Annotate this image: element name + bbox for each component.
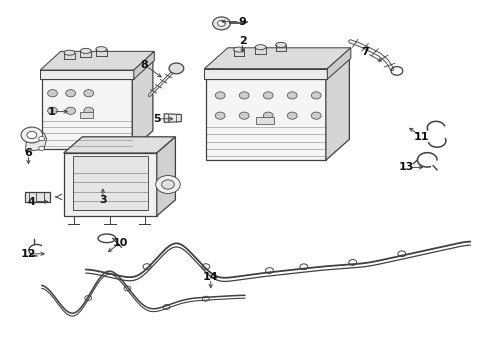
Circle shape: [218, 21, 225, 26]
Circle shape: [263, 92, 273, 99]
Circle shape: [169, 63, 184, 74]
FancyBboxPatch shape: [24, 192, 50, 202]
Text: 5: 5: [153, 114, 161, 124]
Polygon shape: [256, 117, 274, 124]
Polygon shape: [80, 112, 93, 118]
Ellipse shape: [80, 48, 91, 53]
Polygon shape: [326, 58, 349, 160]
Polygon shape: [25, 130, 47, 151]
Polygon shape: [42, 60, 153, 79]
Polygon shape: [157, 137, 175, 216]
Circle shape: [239, 112, 249, 119]
Polygon shape: [206, 79, 326, 160]
Polygon shape: [204, 69, 327, 79]
Text: 1: 1: [48, 107, 55, 117]
Ellipse shape: [234, 47, 245, 52]
Polygon shape: [134, 51, 154, 79]
Text: 13: 13: [399, 162, 415, 172]
Text: 4: 4: [28, 197, 36, 207]
Circle shape: [239, 92, 249, 99]
Polygon shape: [206, 58, 349, 79]
Ellipse shape: [275, 42, 286, 48]
Circle shape: [66, 107, 75, 114]
Circle shape: [84, 107, 94, 114]
Polygon shape: [164, 114, 181, 122]
Circle shape: [213, 17, 230, 30]
Ellipse shape: [255, 45, 266, 50]
Circle shape: [39, 146, 45, 150]
Text: 9: 9: [239, 17, 246, 27]
Text: 6: 6: [24, 148, 32, 158]
Circle shape: [263, 112, 273, 119]
Ellipse shape: [96, 47, 107, 52]
Circle shape: [27, 131, 37, 139]
Circle shape: [48, 107, 57, 114]
Polygon shape: [132, 60, 153, 149]
Polygon shape: [73, 156, 148, 210]
Circle shape: [287, 92, 297, 99]
Circle shape: [311, 112, 321, 119]
Ellipse shape: [64, 50, 75, 55]
Polygon shape: [40, 51, 154, 70]
Circle shape: [215, 92, 225, 99]
Circle shape: [162, 180, 174, 189]
Circle shape: [21, 127, 43, 143]
Text: 11: 11: [414, 132, 429, 142]
Text: 12: 12: [21, 249, 36, 259]
Polygon shape: [42, 79, 132, 149]
Polygon shape: [64, 137, 175, 153]
Circle shape: [84, 90, 94, 97]
Circle shape: [48, 90, 57, 97]
Circle shape: [311, 92, 321, 99]
Polygon shape: [40, 70, 134, 79]
Circle shape: [39, 136, 45, 141]
Circle shape: [287, 112, 297, 119]
Text: 3: 3: [99, 195, 107, 205]
Text: 7: 7: [361, 47, 369, 57]
Circle shape: [156, 175, 180, 193]
Polygon shape: [204, 48, 351, 69]
Text: 10: 10: [112, 238, 128, 248]
Polygon shape: [327, 48, 351, 79]
Circle shape: [66, 90, 75, 97]
Text: 8: 8: [141, 60, 148, 70]
Circle shape: [215, 112, 225, 119]
Polygon shape: [64, 153, 157, 216]
Text: 14: 14: [203, 272, 219, 282]
Text: 2: 2: [239, 36, 246, 46]
